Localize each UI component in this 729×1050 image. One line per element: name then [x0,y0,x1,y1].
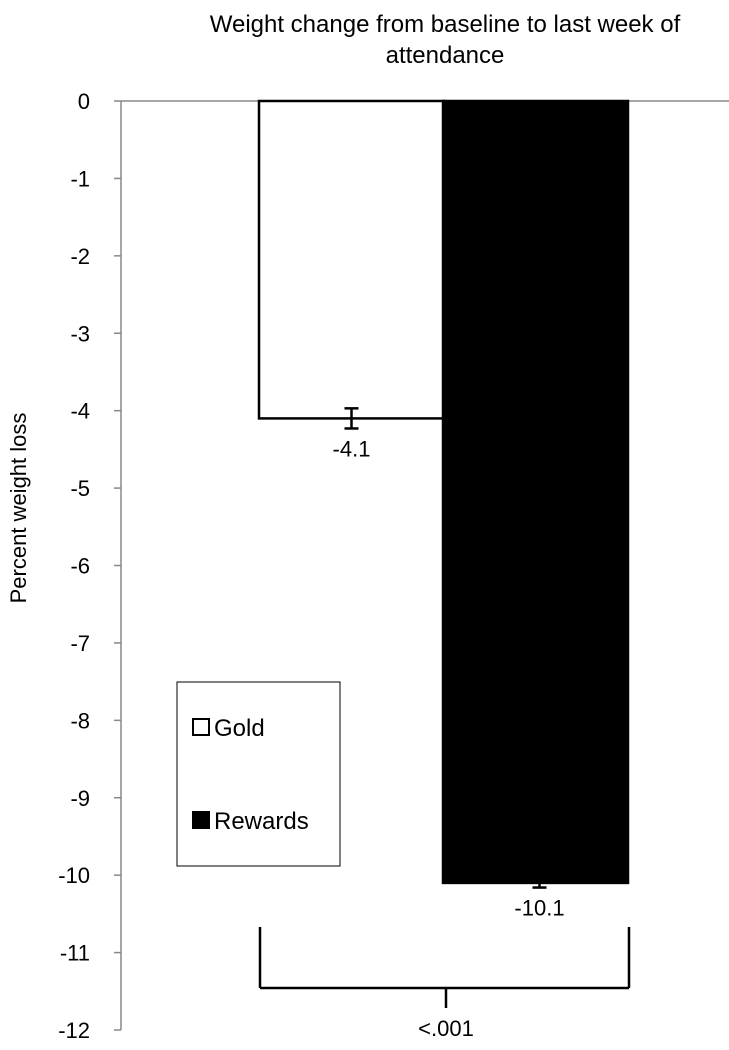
legend-label-rewards: Rewards [214,808,309,835]
bar-rewards [441,99,630,885]
y-axis: 0 -1 -2 -3 -4 -5 -6 -7 -8 -9 -10 -11 -12 [58,89,729,1043]
significance-bracket: <.001 [258,927,631,1041]
legend-label-gold: Gold [214,715,265,742]
y-axis-label: Percent weight loss [6,413,31,604]
significance-label: <.001 [418,1016,474,1041]
y-tick-label: -8 [70,708,90,733]
bar-gold [257,99,446,420]
y-tick-label: -1 [70,166,90,191]
bars [257,99,630,889]
y-tick-label: -11 [60,941,90,966]
y-tick-label: -10 [58,863,90,888]
legend: Gold Rewards [176,681,341,867]
data-label-gold: -4.1 [333,436,371,461]
legend-box [176,681,341,867]
y-tick-label: -5 [70,476,90,501]
y-tick-label: -7 [70,631,90,656]
chart-title-line-2: attendance [386,42,505,69]
chart-title-line-1: Weight change from baseline to last week… [210,11,681,38]
y-tick-label: -6 [70,554,90,579]
chart-title: Weight change from baseline to last week… [210,11,681,69]
legend-swatch-rewards [192,811,210,829]
y-tick-label: -9 [70,786,90,811]
y-tick-label: -3 [70,321,90,346]
y-tick-label: 0 [78,89,90,114]
y-tick-label: -4 [70,399,90,424]
legend-swatch-gold [192,718,210,736]
data-labels: -4.1 -10.1 [333,436,565,920]
data-label-rewards: -10.1 [514,896,564,921]
y-tick-label: -2 [70,244,90,269]
y-tick-label: -12 [58,1018,90,1043]
